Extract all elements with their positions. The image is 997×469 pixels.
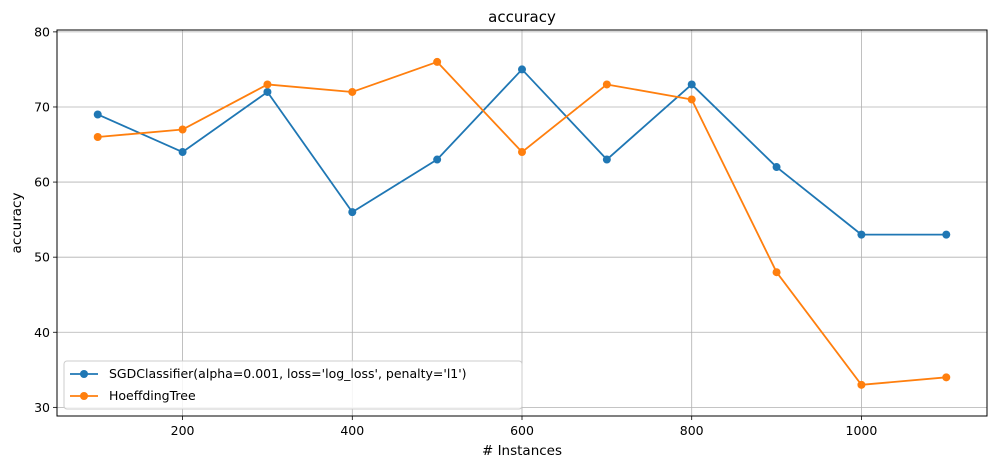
data-point-series-1	[602, 80, 611, 89]
data-point-series-1	[687, 95, 696, 104]
legend-label-sgd: SGDClassifier(alpha=0.001, loss='log_los…	[109, 366, 467, 381]
y-tick-label: 30	[34, 400, 50, 415]
legend-box	[63, 360, 523, 410]
data-point-series-1	[772, 268, 781, 277]
y-tick-label: 60	[34, 175, 50, 190]
legend-marker-sgd	[80, 370, 88, 378]
data-point-series-0	[687, 80, 696, 89]
series-points	[93, 57, 951, 389]
y-axis-title: accuracy	[9, 193, 25, 254]
data-point-series-0	[518, 65, 526, 74]
legend: SGDClassifier(alpha=0.001, loss='log_los…	[63, 360, 523, 410]
legend-marker-hoeffding	[80, 392, 88, 400]
data-point-series-0	[602, 155, 611, 164]
chart-title: accuracy	[488, 8, 556, 26]
x-axis-title: # Instances	[482, 443, 562, 459]
x-tick-label: 600	[510, 423, 534, 438]
y-tick-label: 80	[34, 24, 50, 39]
x-tick-label: 400	[340, 423, 364, 438]
data-point-series-0	[178, 148, 187, 157]
data-point-series-1	[433, 57, 442, 66]
data-point-series-1	[348, 87, 357, 96]
y-tick-label: 40	[34, 325, 50, 340]
data-point-series-1	[942, 373, 951, 382]
data-point-series-1	[93, 133, 102, 142]
x-tick-label: 1000	[846, 423, 878, 438]
data-point-series-0	[772, 163, 781, 172]
data-point-series-0	[857, 230, 866, 239]
data-point-series-1	[178, 125, 187, 134]
y-axis-ticks: 30 40 50 60 70 80	[34, 24, 57, 415]
data-point-series-1	[857, 380, 866, 389]
data-point-series-0	[263, 87, 272, 96]
data-point-series-0	[433, 155, 442, 164]
x-tick-label: 800	[680, 423, 704, 438]
y-tick-label: 50	[34, 250, 50, 265]
data-point-series-0	[942, 230, 951, 239]
x-axis-ticks: 200 400 600 800 1000	[171, 416, 878, 438]
x-tick-label: 200	[171, 423, 195, 438]
data-point-series-1	[263, 80, 272, 89]
data-point-series-0	[348, 208, 357, 217]
y-tick-label: 70	[34, 99, 50, 114]
legend-label-hoeffding: HoeffdingTree	[109, 388, 196, 403]
data-point-series-0	[93, 110, 102, 119]
data-point-series-1	[518, 148, 526, 157]
